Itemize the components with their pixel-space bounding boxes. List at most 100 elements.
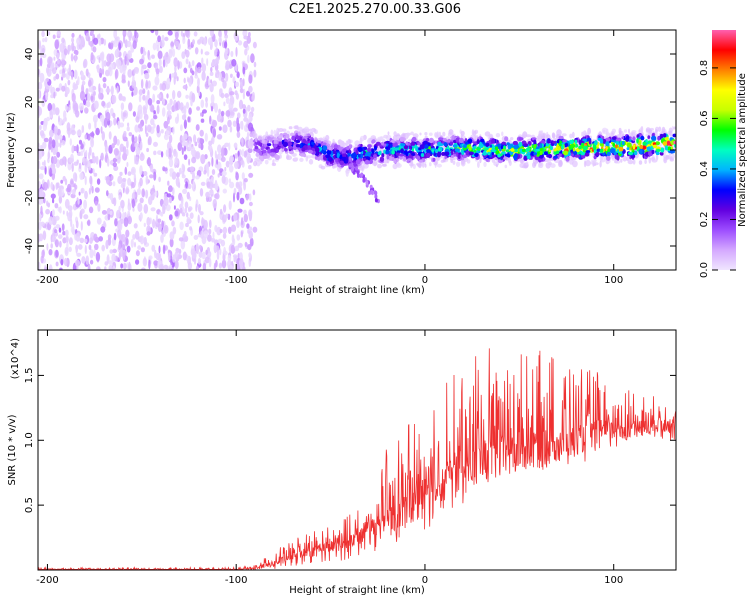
heatmap-cell (99, 72, 102, 78)
heatmap-cell (120, 109, 123, 120)
heatmap-cell (491, 158, 496, 163)
heatmap-cell (65, 229, 69, 237)
heatmap-cell (300, 153, 305, 157)
heatmap-cell (188, 107, 192, 115)
heatmap-cell (89, 40, 94, 47)
heatmap-cell (301, 147, 306, 152)
heatmap-cell (106, 190, 109, 197)
heatmap-cell (602, 138, 607, 144)
heatmap-cell (510, 137, 514, 141)
heatmap-cell (214, 193, 220, 200)
heatmap-cell (374, 190, 378, 196)
heatmap-cell (673, 140, 676, 145)
heatmap-cell (44, 37, 48, 43)
heatmap-cell (242, 66, 246, 75)
heatmap-cell (195, 203, 198, 212)
heatmap-cell (491, 147, 496, 153)
heatmap-cell (166, 77, 171, 88)
heatmap-cell (224, 30, 228, 36)
heatmap-cell (64, 198, 70, 209)
heatmap-cell (49, 110, 53, 116)
heatmap-cell (75, 220, 79, 229)
heatmap-cell (102, 77, 107, 83)
heatmap-cell (89, 259, 94, 265)
heatmap-cell (127, 198, 130, 207)
heatmap-cell (185, 94, 189, 99)
heatmap-cell (508, 160, 512, 166)
heatmap-cell (312, 150, 316, 155)
heatmap-cell (59, 142, 62, 148)
y-tick-label: 20 (24, 96, 35, 109)
heatmap-cell (225, 60, 231, 71)
heatmap-cell (273, 129, 277, 136)
heatmap-cell (160, 129, 164, 134)
heatmap-cell (107, 213, 111, 221)
heatmap-cell (50, 243, 53, 249)
heatmap-cell (193, 235, 199, 240)
heatmap-cell (144, 116, 148, 125)
heatmap-cell (317, 156, 321, 161)
heatmap-cell (282, 128, 287, 132)
heatmap-cell (239, 197, 245, 205)
heatmap-cell (276, 127, 280, 135)
heatmap-cell (479, 157, 482, 164)
heatmap-cell (539, 163, 542, 166)
heatmap-cell (464, 138, 468, 142)
heatmap-cell (224, 166, 227, 172)
heatmap-cell (119, 171, 123, 176)
heatmap-cell (218, 126, 222, 131)
heatmap-cell (62, 110, 67, 120)
heatmap-cell (146, 124, 152, 133)
heatmap-cell (116, 59, 122, 70)
heatmap-cell (530, 151, 535, 157)
heatmap-cell (526, 154, 531, 160)
heatmap-cell (139, 177, 143, 187)
heatmap-cell (55, 261, 59, 267)
heatmap-cell (139, 109, 143, 114)
heatmap-cell (157, 35, 162, 43)
heatmap-cell (196, 106, 201, 111)
heatmap-cell (605, 141, 610, 147)
heatmap-cell (205, 249, 208, 255)
heatmap-cell (63, 257, 68, 267)
heatmap-cell (523, 155, 528, 161)
heatmap-cell (217, 145, 221, 153)
heatmap-cell (216, 134, 222, 140)
heatmap-cell (411, 152, 416, 156)
heatmap-cell (52, 34, 56, 39)
heatmap-cell (365, 151, 371, 158)
heatmap-cell (394, 142, 398, 147)
heatmap-cell (220, 147, 225, 158)
heatmap-cell (122, 67, 126, 76)
heatmap-cell (105, 111, 111, 122)
heatmap-cell (163, 120, 169, 129)
heatmap-cell (59, 240, 62, 248)
heatmap-cell (105, 88, 111, 93)
heatmap-cell (87, 79, 92, 88)
heatmap-cell (377, 136, 383, 141)
heatmap-cell (525, 161, 529, 166)
heatmap-cell (168, 49, 173, 59)
heatmap-cell (196, 66, 202, 74)
page-title: C2E1.2025.270.00.33.G06 (288, 2, 462, 17)
heatmap-cell (38, 106, 43, 116)
heatmap-cell (620, 158, 623, 163)
heatmap-cell (373, 154, 377, 159)
heatmap-cell (460, 134, 463, 138)
heatmap-cell (326, 150, 332, 155)
heatmap-cell (68, 64, 71, 74)
heatmap-cell (112, 265, 116, 270)
heatmap-cell (355, 166, 358, 171)
heatmap-cell (71, 37, 75, 43)
heatmap-cell (46, 243, 49, 251)
heatmap-cell (245, 194, 249, 201)
heatmap-cell (153, 171, 157, 181)
heatmap-cell (211, 237, 216, 243)
heatmap-cell (56, 59, 60, 65)
heatmap-cell (198, 143, 202, 149)
heatmap-cell (395, 161, 400, 167)
heatmap-cell (100, 53, 105, 62)
heatmap-cell (148, 55, 151, 61)
heatmap-cell (195, 175, 200, 180)
